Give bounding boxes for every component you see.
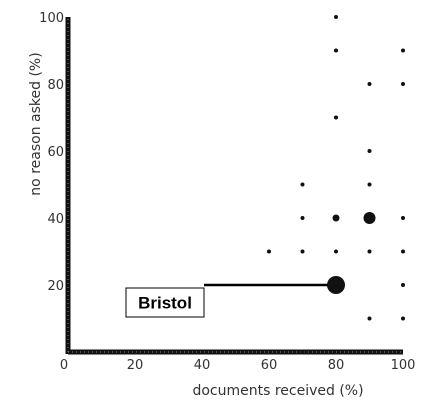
- data-point: [300, 182, 305, 187]
- data-point: [334, 15, 338, 19]
- x-axis-title: documents received (%): [192, 383, 363, 399]
- data-point: [334, 115, 338, 120]
- data-point: [367, 82, 372, 86]
- x-tick-label: 20: [127, 358, 144, 373]
- data-point: [363, 212, 376, 224]
- x-tick-label: 40: [194, 358, 211, 373]
- data-point: [367, 249, 372, 254]
- data-point: [367, 182, 372, 187]
- data-point: [401, 249, 405, 254]
- y-tick-label: 60: [47, 145, 64, 160]
- data-point: [327, 276, 345, 294]
- x-tick-label: 80: [328, 358, 345, 373]
- data-point: [401, 216, 405, 220]
- y-tick-label: 100: [39, 11, 64, 26]
- y-tick-label: 80: [47, 78, 64, 93]
- data-points: [267, 15, 405, 354]
- data-point: [300, 350, 305, 354]
- x-tick-label: 100: [391, 358, 416, 373]
- data-point: [367, 316, 372, 321]
- data-point: [267, 249, 271, 254]
- y-tick-label: 20: [47, 279, 64, 294]
- y-axis-title: no reason asked (%): [28, 52, 44, 195]
- data-point: [300, 216, 305, 220]
- data-point: [300, 249, 305, 254]
- axes: [65, 17, 403, 355]
- data-point: [334, 48, 338, 53]
- data-point: [401, 316, 405, 321]
- data-point: [401, 82, 405, 86]
- annotation-label: Bristol: [138, 294, 192, 313]
- annotations: Bristol: [125, 283, 328, 318]
- data-point: [401, 283, 405, 287]
- x-tick-label: 60: [261, 358, 278, 373]
- data-point: [401, 48, 405, 53]
- tick-labels: 0 20 40 60 80 100 20 40 60 80 100: [39, 11, 415, 373]
- x-tick-label: 0: [60, 358, 68, 373]
- data-point: [334, 249, 338, 254]
- data-point: [367, 149, 372, 153]
- annotation-box: [125, 287, 205, 318]
- y-tick-label: 40: [47, 212, 64, 227]
- data-point: [332, 214, 340, 222]
